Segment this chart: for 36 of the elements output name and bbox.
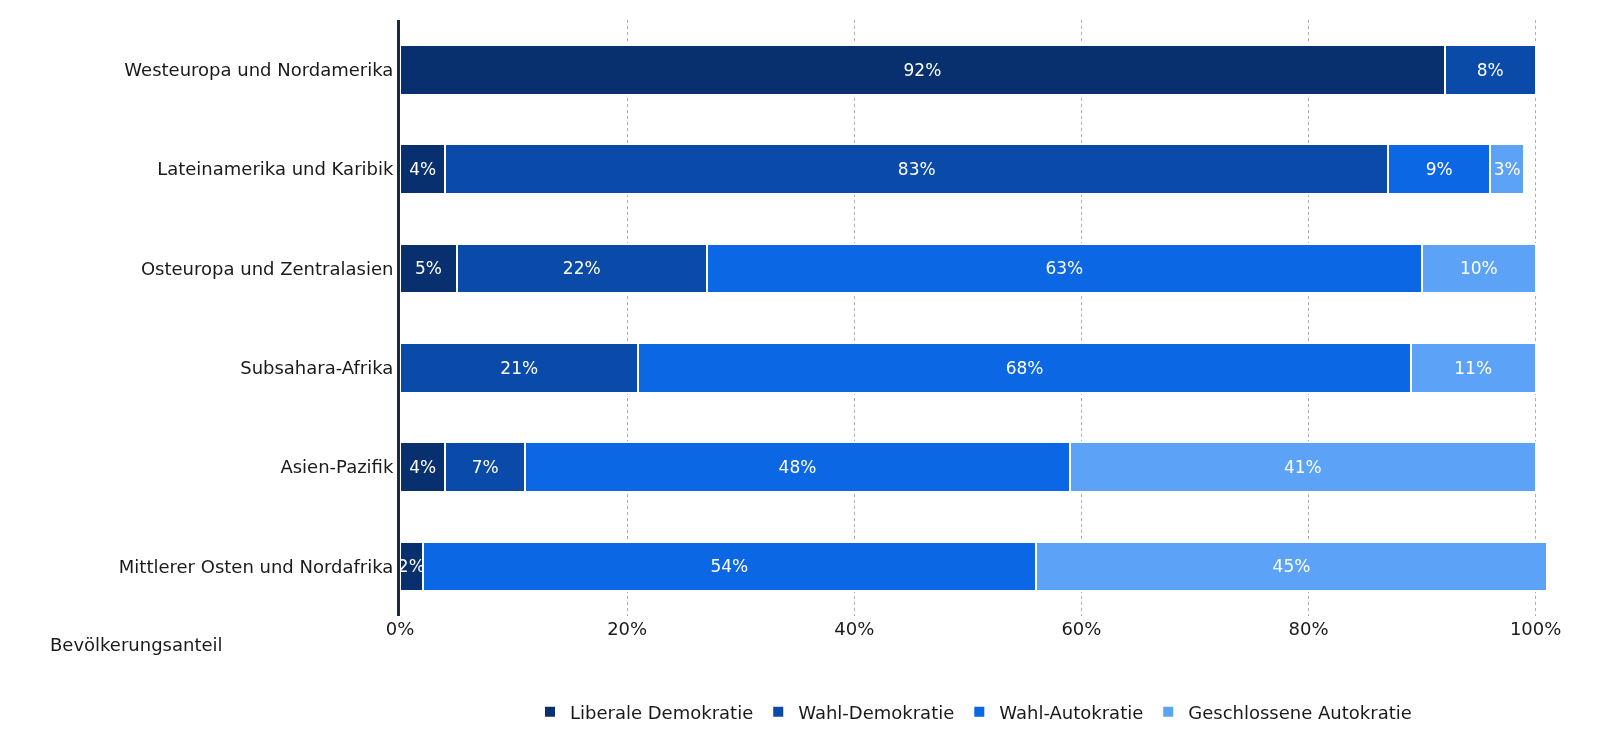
data-label: 11% xyxy=(1454,357,1493,378)
y-tick-label: Osteuropa und Zentralasien xyxy=(140,257,394,279)
data-label: 8% xyxy=(1476,59,1504,80)
data-label: 45% xyxy=(1272,556,1311,577)
x-axis-title: Bevölkerungsanteil xyxy=(50,634,223,655)
data-label: 92% xyxy=(903,59,942,80)
data-label: 21% xyxy=(500,357,539,378)
data-label: 68% xyxy=(1005,357,1044,378)
data-label: 48% xyxy=(778,457,817,477)
y-tick-label: Asien-Pazifik xyxy=(280,456,394,478)
data-label: 9% xyxy=(1425,159,1453,179)
data-label: 22% xyxy=(562,258,601,279)
data-label: 5% xyxy=(414,258,442,279)
legend-label: Wahl-Autokratie xyxy=(999,701,1144,723)
x-tick-label: 80% xyxy=(1288,618,1329,639)
y-tick-label: Westeuropa und Nordamerika xyxy=(124,58,394,80)
legend-label: Liberale Demokratie xyxy=(570,701,754,723)
legend-label: Geschlossene Autokratie xyxy=(1188,701,1412,723)
data-label: 41% xyxy=(1283,457,1322,477)
data-label: 7% xyxy=(471,457,499,477)
x-tick-label: 0% xyxy=(385,618,415,639)
x-tick-label: 100% xyxy=(1509,618,1562,639)
data-label: 63% xyxy=(1045,258,1084,279)
data-label: 4% xyxy=(409,457,437,477)
y-tick-label: Lateinamerika und Karibik xyxy=(157,158,394,180)
x-tick-label: 20% xyxy=(607,618,648,639)
data-label: 3% xyxy=(1493,159,1521,179)
x-tick-label: 40% xyxy=(834,618,875,639)
data-label: 54% xyxy=(710,556,749,577)
data-label: 4% xyxy=(409,159,437,179)
x-tick-label: 60% xyxy=(1061,618,1102,639)
data-label: 10% xyxy=(1459,258,1498,279)
y-tick-label: Subsahara-Afrika xyxy=(240,356,394,378)
data-label: 83% xyxy=(897,159,936,179)
legend-label: Wahl-Demokratie xyxy=(798,701,955,723)
y-tick-label: Mittlerer Osten und Nordafrika xyxy=(118,555,394,577)
